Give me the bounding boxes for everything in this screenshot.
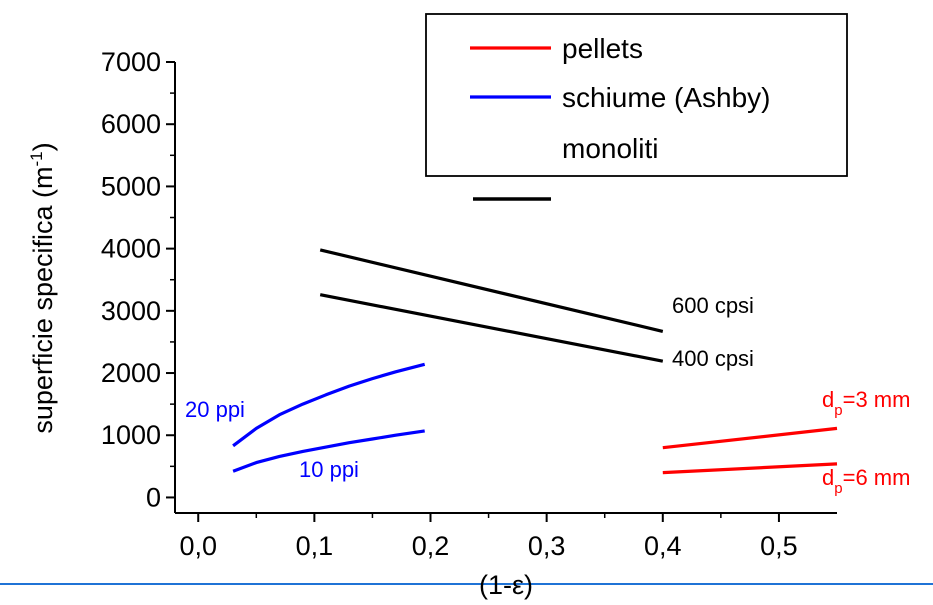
y-axis-title-text: superficie specifica [28, 205, 58, 434]
label-dp-sub: p [834, 402, 842, 419]
y-tick-label: 3000 [101, 296, 161, 326]
x-tick-label: 0,5 [760, 531, 798, 561]
series-line [662, 426, 838, 450]
label-10-ppi: 10 ppi [299, 457, 359, 482]
series-layer [232, 248, 838, 475]
x-tick-label: 0,4 [644, 531, 682, 561]
y-tick-label: 1000 [101, 420, 161, 450]
series-line [662, 462, 838, 475]
legend-box [425, 13, 848, 177]
y-tick-label: 2000 [101, 358, 161, 388]
y-tick-label: 4000 [101, 234, 161, 264]
y-axis-unit: m [28, 167, 58, 190]
y-tick-label: 7000 [101, 47, 161, 77]
y-tick-label: 6000 [101, 109, 161, 139]
label-dp-sub: p [834, 480, 842, 497]
series-line [319, 248, 664, 333]
label-20-ppi: 20 ppi [185, 397, 245, 422]
y-axis-unit-exponent: -1 [27, 151, 46, 166]
x-axis-title: (1-ε) [479, 570, 533, 600]
label-dp-main: d [822, 387, 834, 412]
series-line [319, 293, 664, 363]
label-dp-rest: =6 mm [843, 465, 911, 490]
x-tick-label: 0,0 [179, 531, 217, 561]
label-dp-rest: =3 mm [843, 387, 911, 412]
legend-label: monoliti [562, 133, 658, 164]
x-tick-label: 0,2 [412, 531, 450, 561]
label-dp: dp=6 mm [822, 465, 910, 497]
label-600-cpsi: 600 cpsi [672, 293, 754, 318]
y-axis-title: superficie specifica (m-1) [27, 142, 58, 433]
label-400-cpsi: 400 cpsi [672, 346, 754, 371]
y-axis-title-paren-open: ( [28, 189, 58, 206]
legend-label: schiume (Ashby) [562, 82, 771, 113]
axes: 0 1000 2000 3000 4000 5000 6000 7000 0,0 0,1 0,2 0,… [0, 47, 933, 600]
y-tick-label: 5000 [101, 171, 161, 201]
x-tick-label: 0,1 [296, 531, 334, 561]
label-dp-main: d [822, 465, 834, 490]
series-line [232, 362, 426, 448]
y-tick-label: 0 [146, 482, 161, 512]
label-dp: dp=3 mm [822, 387, 910, 419]
series-line [232, 429, 425, 473]
y-axis-title-paren-close: ) [28, 142, 58, 151]
legend: pellets schiume (Ashby) monoliti [425, 13, 848, 201]
legend-label: pellets [562, 33, 643, 64]
x-tick-label: 0,3 [528, 531, 566, 561]
